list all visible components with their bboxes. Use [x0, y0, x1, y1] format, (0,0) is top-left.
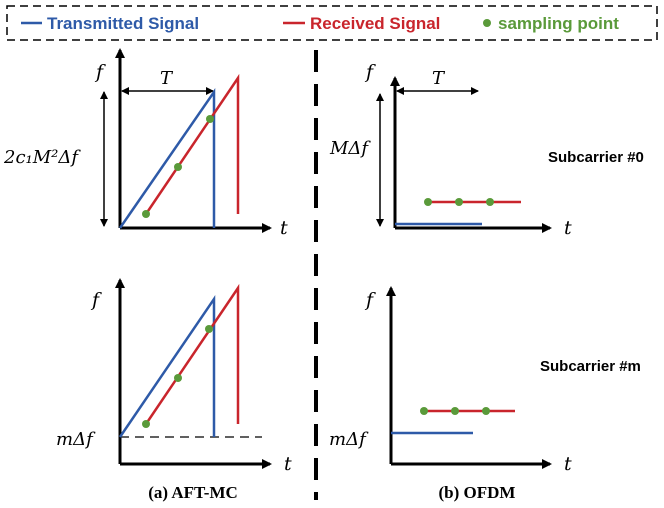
- panel-a-top-chart: f t T 2c₁M²Δf: [3, 48, 288, 239]
- sampling-point: [142, 210, 150, 218]
- y-axis-label: f: [364, 61, 376, 83]
- y-axis-label: f: [90, 289, 102, 311]
- caption-a: (a) AFT-MC: [148, 483, 238, 502]
- bandwidth-label: MΔf: [329, 138, 371, 159]
- offset-label: mΔf: [56, 429, 96, 450]
- sampling-point: [174, 374, 182, 382]
- legend: Transmitted Signal Received Signal sampl…: [6, 5, 658, 41]
- received-chirp: [144, 283, 240, 425]
- sampling-point: [205, 325, 213, 333]
- period-label: T: [160, 68, 174, 89]
- caption-b: (b) OFDM: [439, 483, 516, 502]
- sampling-point: [174, 163, 182, 171]
- panel-b-bottom-chart: f t mΔf Subcarrier #m: [329, 286, 641, 475]
- panel-a-bottom-chart: f t mΔf: [56, 278, 292, 475]
- y-axis-label: f: [364, 289, 376, 311]
- transmitted-chirp: [118, 87, 216, 229]
- x-axis-label: t: [284, 453, 292, 475]
- sampling-point: [420, 407, 428, 415]
- legend-box: [6, 5, 658, 41]
- panel-b-top-chart: f t T MΔf Subcarrier #0: [329, 61, 644, 239]
- legend-sampling-label: sampling point: [498, 14, 619, 33]
- sampling-point: [206, 115, 214, 123]
- period-label: T: [432, 68, 446, 89]
- received-chirp: [144, 73, 240, 215]
- offset-label: mΔf: [329, 429, 369, 450]
- sampling-point: [486, 198, 494, 206]
- sampling-point: [451, 407, 459, 415]
- legend-received-label: Received Signal: [310, 14, 440, 33]
- sampling-point: [455, 198, 463, 206]
- subcarrier-label: Subcarrier #m: [540, 358, 641, 375]
- sampling-point: [424, 198, 432, 206]
- x-axis-label: t: [564, 453, 572, 475]
- x-axis-label: t: [280, 217, 288, 239]
- sampling-point: [482, 407, 490, 415]
- sampling-point: [142, 420, 150, 428]
- transmitted-chirp: [118, 294, 216, 438]
- bandwidth-label: 2c₁M²Δf: [3, 147, 81, 168]
- x-axis-label: t: [564, 217, 572, 239]
- legend-sampling-swatch: [483, 19, 491, 27]
- subcarrier-label: Subcarrier #0: [548, 149, 644, 166]
- legend-transmitted-label: Transmitted Signal: [47, 14, 199, 33]
- y-axis-label: f: [94, 61, 106, 83]
